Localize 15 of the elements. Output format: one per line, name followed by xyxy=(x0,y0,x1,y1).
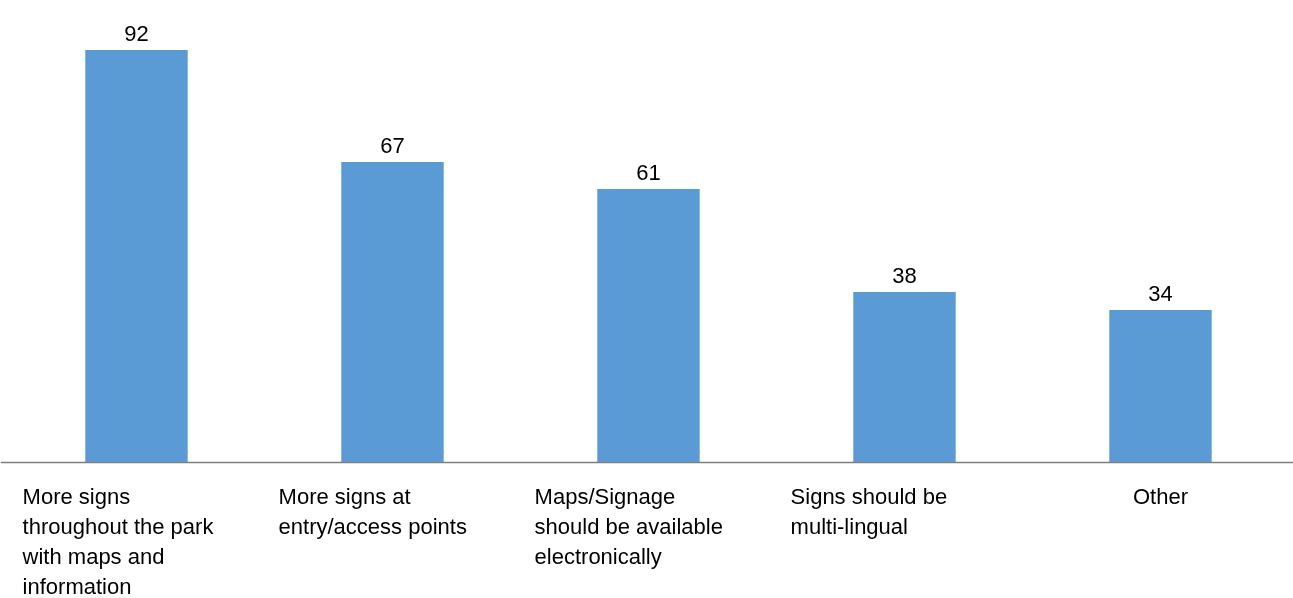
x-tick-label: More signs at entry/access points xyxy=(278,484,467,540)
bar xyxy=(597,188,700,463)
bar xyxy=(341,162,444,463)
bar xyxy=(85,49,188,463)
x-tick-label: Signs should be multi-lingual xyxy=(790,484,948,540)
x-tick-label: More signs throughout the park with maps and information xyxy=(21,484,215,598)
data-label: 38 xyxy=(892,263,917,289)
data-label: 34 xyxy=(1148,280,1173,306)
bar xyxy=(853,292,956,463)
bar xyxy=(1109,309,1212,463)
data-label: 92 xyxy=(124,20,149,46)
data-label: 61 xyxy=(636,159,661,185)
x-tick-label: Other xyxy=(1132,484,1189,510)
x-tick-label: Maps/Signage should be available electronically xyxy=(534,484,723,570)
data-label: 67 xyxy=(380,133,405,159)
